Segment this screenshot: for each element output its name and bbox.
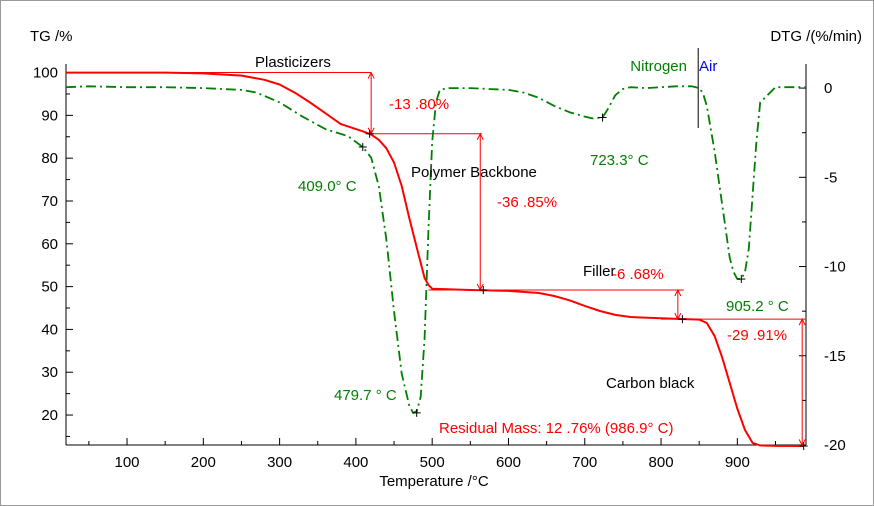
peak-479-label: 479.7 ° C <box>334 387 397 404</box>
y-right-tick-label: 0 <box>824 80 832 97</box>
x-tick-label: 100 <box>115 454 140 471</box>
y-left-axis-title: TG /% <box>30 28 73 45</box>
y-left-tick-label: 80 <box>41 150 58 167</box>
air-label: Air <box>699 58 717 75</box>
tg-series-line <box>66 71 804 447</box>
y-left-tick-label: 90 <box>41 107 58 124</box>
x-axis-title: Temperature /°C <box>379 473 489 490</box>
plasticizers-arrow-head-top <box>367 71 375 79</box>
annotation-guides <box>180 48 806 447</box>
y-left-tick-label: 30 <box>41 364 58 381</box>
x-tick-label: 800 <box>649 454 674 471</box>
y-left-tick-label: 60 <box>41 236 58 253</box>
series-layer <box>65 71 806 447</box>
loss-polymer-label: -36 .85% <box>497 194 557 211</box>
x-tick-label: 900 <box>725 454 750 471</box>
peak-723-label: 723.3° C <box>590 152 649 169</box>
y-right-tick-label: -10 <box>824 259 846 276</box>
dtg-series-line <box>65 85 806 414</box>
carbon-arrow-head-top <box>798 318 806 326</box>
x-tick-label: 300 <box>267 454 292 471</box>
polymer-backbone-label: Polymer Backbone <box>411 164 537 181</box>
carbon-black-label: Carbon black <box>606 375 695 392</box>
y-left-tick-label: 50 <box>41 279 58 296</box>
polymer-arrow-head-top <box>476 132 484 141</box>
loss-plasticizers-label: -13 .80% <box>389 96 449 113</box>
loss-filler-label: -6 .68% <box>612 266 664 283</box>
filler-label: Filler <box>583 263 616 280</box>
filler-arrow-head-top <box>674 288 682 297</box>
x-tick-label: 400 <box>343 454 368 471</box>
y-left-tick-label: 70 <box>41 193 58 210</box>
nitrogen-label: Nitrogen <box>630 58 687 75</box>
y-right-tick-label: -20 <box>824 437 846 454</box>
y-left-tick-label: 20 <box>41 407 58 424</box>
plasticizers-label: Plasticizers <box>255 54 331 71</box>
y-right-tick-label: -5 <box>824 169 837 186</box>
peak-905-label: 905.2 ° C <box>726 298 789 315</box>
y-left-tick-label: 40 <box>41 321 58 338</box>
x-tick-label: 600 <box>496 454 521 471</box>
residual-mass-label: Residual Mass: 12 .76% (986.9° C) <box>439 420 673 437</box>
x-tick-label: 500 <box>420 454 445 471</box>
axis-ticks: 100 200 300 400 500 600 700 800 9002030405060708… <box>33 65 846 471</box>
y-right-tick-label: -15 <box>824 348 846 365</box>
x-tick-label: 200 <box>191 454 216 471</box>
loss-carbon-label: -29 .91% <box>727 327 787 344</box>
marker-layer <box>358 113 808 451</box>
x-tick-label: 700 <box>572 454 597 471</box>
y-left-tick-label: 100 <box>33 65 58 82</box>
y-right-axis-title: DTG /(%/min) <box>770 28 862 45</box>
peak-409-label: 409.0° C <box>298 178 357 195</box>
